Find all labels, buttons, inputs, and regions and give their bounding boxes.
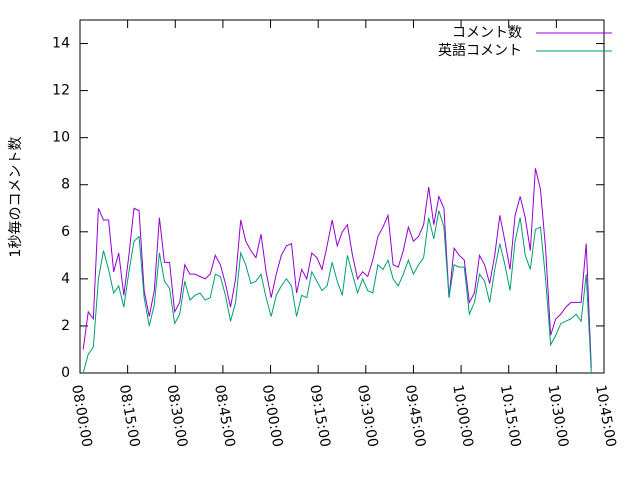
x-tick-label: 09:00:00	[259, 384, 286, 449]
x-tick-label: 08:45:00	[211, 384, 238, 449]
y-tick-label: 14	[52, 36, 70, 52]
y-axis-label: 1秒毎のコメント数	[8, 137, 24, 258]
y-tick-label: 4	[61, 271, 70, 287]
y-tick-label: 12	[52, 83, 70, 99]
x-tick-label: 09:30:00	[354, 384, 381, 449]
x-tick-label: 08:15:00	[116, 384, 143, 449]
legend-label: 英語コメント	[438, 42, 522, 59]
x-tick-label: 10:30:00	[544, 384, 571, 449]
x-tick-label: 09:45:00	[402, 384, 429, 449]
x-tick-label: 08:30:00	[163, 384, 190, 449]
y-tick-label: 8	[61, 177, 70, 193]
line-series	[82, 168, 592, 369]
x-tick-label: 10:00:00	[449, 384, 476, 449]
legend-label: コメント数	[452, 25, 522, 41]
plot-frame	[79, 19, 605, 374]
x-tick-label: 10:45:00	[592, 384, 619, 449]
y-tick-label: 6	[61, 224, 70, 240]
x-tick-label: 09:15:00	[306, 384, 333, 449]
x-tick-label: 08:00:00	[68, 384, 95, 449]
y-tick-label: 10	[52, 130, 70, 146]
x-tick-label: 10:15:00	[497, 384, 524, 449]
y-tick-label: 0	[61, 365, 70, 381]
line-series	[82, 210, 592, 374]
y-tick-label: 2	[61, 318, 70, 334]
